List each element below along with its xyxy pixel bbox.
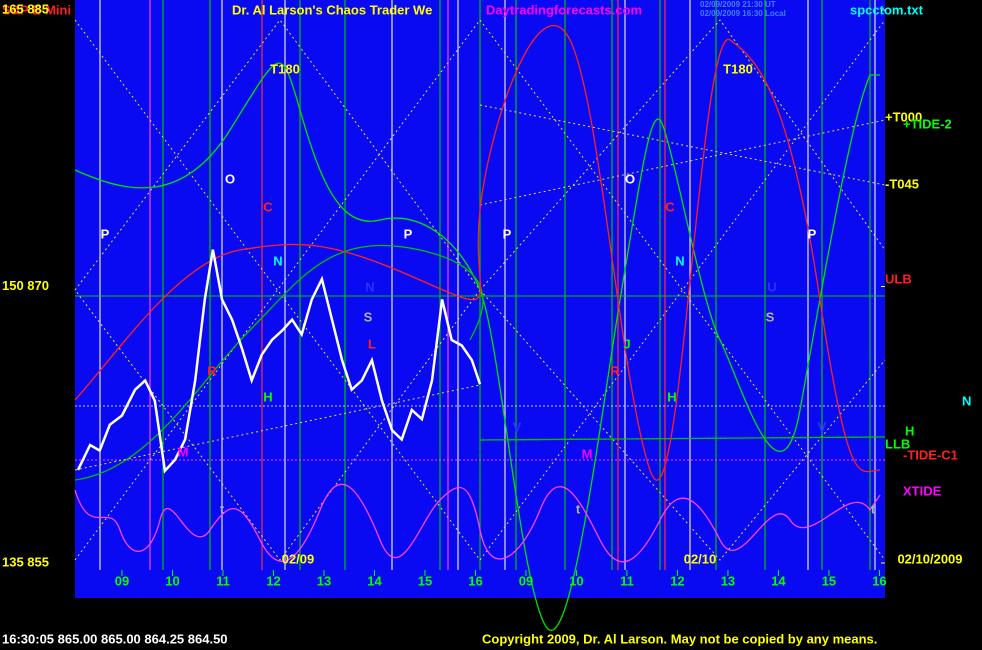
date-label: 02/09 bbox=[282, 551, 315, 566]
y-tick-label: 150 870 bbox=[2, 278, 49, 293]
annotation: O bbox=[225, 171, 235, 186]
annotation: N bbox=[273, 253, 282, 268]
annotation: M bbox=[178, 444, 189, 459]
annotation: H bbox=[905, 423, 914, 438]
x-tick-label: 16 bbox=[468, 573, 482, 588]
x-tick-label: 15 bbox=[822, 573, 836, 588]
indicator-curves bbox=[74, 24, 886, 631]
x-tick-label: 09 bbox=[115, 573, 129, 588]
x-tick-label: 11 bbox=[620, 573, 634, 588]
annotation: T180 bbox=[723, 61, 753, 76]
instrument: S&P E-Mini bbox=[2, 2, 71, 17]
annotation: M bbox=[582, 446, 593, 461]
annotation: XTIDE bbox=[903, 483, 942, 498]
annotation: P bbox=[503, 226, 512, 241]
annotation: R bbox=[207, 363, 217, 378]
annotation: H bbox=[263, 389, 272, 404]
date-label: 02/10/2009 bbox=[897, 551, 962, 566]
annotation: N bbox=[675, 253, 684, 268]
copyright: Copyright 2009, Dr. Al Larson. May not b… bbox=[482, 631, 877, 646]
x-tick-label: 14 bbox=[771, 573, 786, 588]
annotation: H bbox=[667, 389, 676, 404]
annotation: T180 bbox=[270, 61, 300, 76]
annotation: C bbox=[665, 199, 675, 214]
x-tick-label: 13 bbox=[721, 573, 735, 588]
annotation: S bbox=[364, 309, 373, 324]
annotation: O bbox=[625, 171, 635, 186]
annotation: ULB bbox=[885, 271, 912, 286]
x-tick-label: 12 bbox=[670, 573, 684, 588]
x-tick-label: 11 bbox=[216, 573, 230, 588]
x-tick-label: 10 bbox=[165, 573, 179, 588]
annotation: P bbox=[101, 226, 110, 241]
y-tick-label: 135 855 bbox=[2, 554, 49, 569]
x-tick-label: 13 bbox=[317, 573, 331, 588]
price-line bbox=[76, 249, 482, 474]
annotation: P bbox=[404, 226, 413, 241]
annotation: +TIDE-2 bbox=[903, 116, 952, 131]
annotation: V bbox=[513, 419, 522, 434]
time-ut: 02/09/2009 21:30 UT bbox=[700, 0, 776, 9]
annotation: U bbox=[767, 279, 776, 294]
site: Daytradingforecasts.com bbox=[486, 2, 642, 17]
quote: 16:30:05 865.00 865.00 864.25 864.50 bbox=[2, 631, 228, 646]
x-tick-label: 14 bbox=[367, 573, 382, 588]
annotation: R bbox=[610, 363, 620, 378]
annotation: P bbox=[808, 226, 817, 241]
x-tick-label: 16 bbox=[872, 573, 886, 588]
annotation: C bbox=[263, 199, 273, 214]
title: Dr. Al Larson's Chaos Trader We bbox=[232, 2, 432, 17]
x-tick-label: 09 bbox=[519, 573, 533, 588]
annotation: t bbox=[871, 501, 876, 516]
file-name: spcctom.txt bbox=[850, 2, 924, 17]
x-tick-label: 12 bbox=[266, 573, 280, 588]
annotation: LLB bbox=[885, 436, 910, 451]
x-tick-label: 10 bbox=[569, 573, 583, 588]
annotation: V bbox=[818, 419, 827, 434]
annotation: S bbox=[766, 309, 775, 324]
annotation: +T000 bbox=[885, 109, 922, 124]
y-tick-label: 165 885 bbox=[2, 1, 49, 16]
annotation: L bbox=[368, 336, 376, 351]
annotation: N bbox=[365, 279, 374, 294]
date-label: 02/10 bbox=[684, 551, 717, 566]
time-lines bbox=[99, 0, 876, 570]
annotation: -T045 bbox=[885, 176, 919, 191]
time-local: 02/09/2009 16:30 Local bbox=[700, 9, 786, 18]
annotation: J bbox=[623, 336, 630, 351]
annotation: t bbox=[576, 501, 581, 516]
annotation: t bbox=[220, 501, 225, 516]
annotation: -TIDE-C1 bbox=[903, 447, 958, 462]
x-tick-label: 15 bbox=[418, 573, 432, 588]
annotation: N bbox=[962, 393, 971, 408]
